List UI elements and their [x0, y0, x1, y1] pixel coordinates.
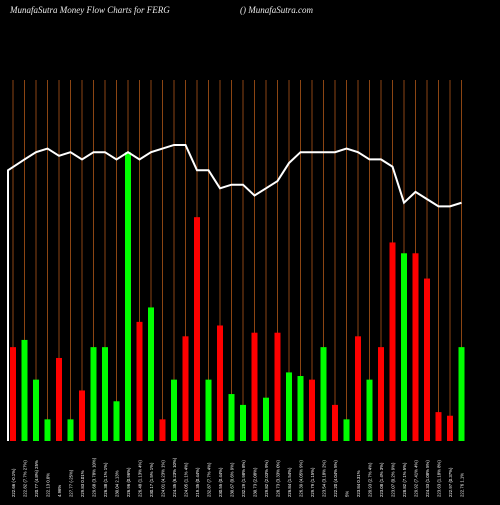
flow-bar — [113, 401, 120, 441]
flow-bar — [148, 307, 154, 441]
flow-bar — [102, 347, 108, 441]
x-tick-label: 226.39 (4.05% 9%) — [299, 460, 304, 497]
flow-bar — [228, 394, 235, 441]
flow-bar — [424, 278, 430, 441]
chart-title: MunafaSutra Money Flow Charts for FERG — [10, 5, 170, 15]
flow-bar — [401, 253, 407, 441]
x-tick-label: 227.77 (-25%) — [69, 469, 74, 497]
flow-bar — [136, 321, 143, 441]
flow-bar — [412, 253, 419, 441]
x-tick-label: 226.96 (0.96%) — [126, 467, 131, 497]
x-tick-label: 229.79 (1.15%) — [310, 467, 315, 497]
x-tick-label: 230.55 (0.44%) — [218, 467, 223, 497]
x-tick-label: 226.84 (1.54%) — [287, 467, 292, 497]
x-tick-label: 230.67 (0.6% 9%) — [230, 462, 235, 497]
flow-bar — [355, 336, 361, 441]
x-tick-label: 232.29 (1.98% 8%) — [241, 460, 246, 497]
flow-bar — [21, 339, 28, 441]
x-tick-label: 226.48 (1.13% 4%) — [138, 460, 143, 497]
flow-bar — [447, 415, 453, 441]
flow-bar — [44, 419, 51, 441]
x-tick-label: 230.17 (1.5% 1%) — [149, 462, 154, 497]
flow-bar — [33, 379, 39, 441]
x-tick-label: 5% — [345, 491, 350, 497]
x-tick-label: 223.07 (0.2% 9%) — [391, 462, 396, 497]
flow-bar — [240, 404, 246, 441]
x-tick-label: 228.73 (3.33% 0%) — [276, 460, 281, 497]
x-tick-label: 229.83 0.01% — [80, 470, 85, 497]
flow-bar — [56, 357, 62, 441]
flow-bar — [10, 347, 16, 441]
x-tick-label: 226.38 (1.1% 1%) — [103, 462, 108, 497]
flow-bar — [90, 347, 97, 441]
flow-bar — [79, 390, 85, 441]
x-tick-label: 222.20 (4.04% 5%) — [333, 460, 338, 497]
flow-bar — [378, 347, 384, 441]
price-line — [7, 143, 462, 441]
flow-bar — [389, 242, 396, 441]
flow-bar — [297, 376, 304, 441]
x-tick-label: 4.96% — [57, 485, 62, 497]
flow-bar — [274, 332, 281, 441]
x-tick-label: 223.84 0.31% — [356, 470, 361, 497]
x-tick-label: 224.33 (1.08% 5%) — [425, 460, 430, 497]
flow-bar — [286, 372, 292, 441]
x-tick-label: 223.54 (3.18% 2%) — [322, 460, 327, 497]
x-tick-label: 230.73 (2.08%) — [253, 467, 258, 497]
x-tick-label: 222.66 (-0.1%) — [11, 468, 16, 497]
x-tick-label: 232.87 (7.7% 4%) — [207, 462, 212, 497]
x-tick-label: 220.93 (2.7% 4%) — [368, 462, 373, 497]
x-tick-label: 229.82 (2.03% 9%) — [264, 460, 269, 497]
flow-bar — [435, 412, 442, 441]
flow-bar — [67, 419, 74, 441]
flow-bar — [332, 404, 338, 441]
flow-bar — [217, 325, 223, 441]
flow-bar — [309, 379, 315, 441]
flow-bar — [182, 336, 189, 441]
flow-bar — [171, 379, 177, 441]
x-tick-label: 222.82 (7.7% 27%) — [23, 460, 28, 497]
flow-bar — [263, 397, 269, 441]
flow-bar — [125, 152, 131, 441]
x-tick-label: 223.63 (1.18% 8%) — [437, 460, 442, 497]
x-tick-label: 223.08 (1.4% 3%) — [379, 462, 384, 497]
flow-bar — [251, 332, 258, 441]
x-tick-label: 219.35 (0.44%) — [195, 467, 200, 497]
flow-bar — [343, 419, 350, 441]
x-tick-label: 229.68 (3.78% 10%) — [92, 457, 97, 497]
site-credit: () MunafaSutra.com — [240, 5, 313, 15]
x-tick-label: 229.92 (7.41% 4%) — [414, 460, 419, 497]
x-tick-label: 224.05 (1.1% 4%) — [184, 462, 189, 497]
flow-bar — [366, 379, 373, 441]
flow-bar — [194, 217, 200, 441]
x-tick-label: 224.01 (4.23% 1%) — [161, 460, 166, 497]
x-tick-label: 222.97 (0.37%) — [448, 467, 453, 497]
flow-bar — [458, 347, 465, 441]
flow-bar — [320, 347, 327, 441]
x-tick-label: 230.04 2.13% — [115, 470, 120, 497]
x-tick-label: 224.35 (6.23% 10%) — [172, 457, 177, 497]
x-tick-label: 222.13 0.0% — [46, 473, 51, 497]
x-tick-label: 228.82 (7.1% 5%) — [402, 462, 407, 497]
x-tick-label: 220.77 (4.8%) 25% — [34, 460, 39, 497]
flow-bar — [205, 379, 212, 441]
x-tick-label: 222.76 1.1% — [460, 473, 465, 497]
flow-bar — [159, 419, 166, 441]
